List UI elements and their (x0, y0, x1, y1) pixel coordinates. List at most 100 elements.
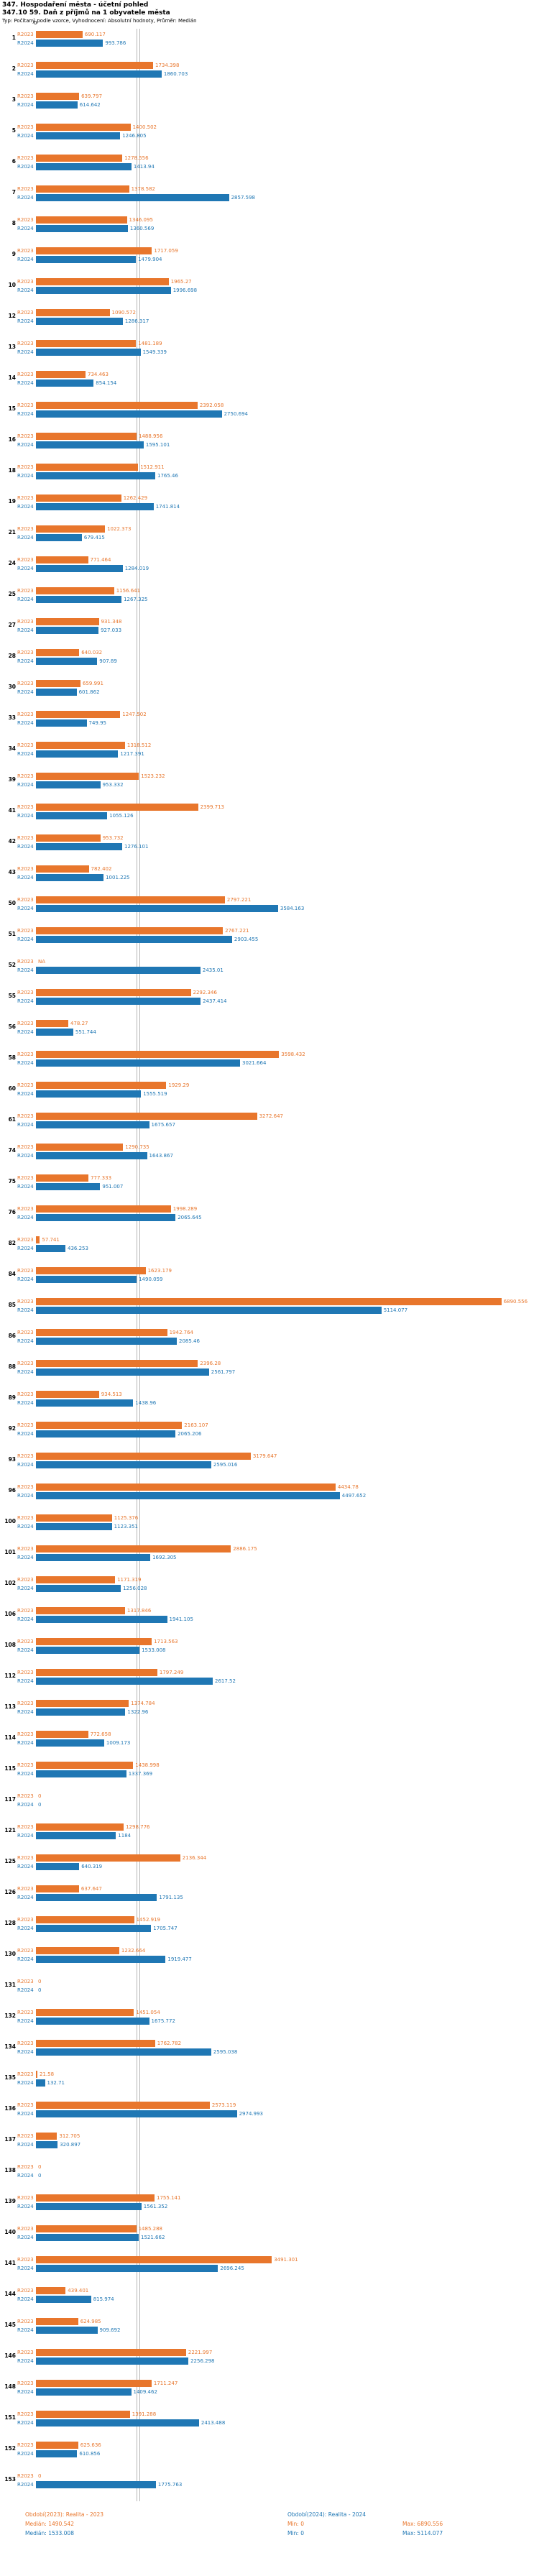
bar-line-2024: R2024 2617.52 (17, 1677, 539, 1685)
bar-value-2023: 777.333 (91, 1175, 112, 1181)
x-axis-zero-label: 0 (34, 20, 37, 26)
bar-2024 (36, 1276, 137, 1283)
bar-value-2024: 1409.462 (133, 2389, 157, 2395)
bar-value-2023: 1623.179 (147, 1268, 172, 1274)
bar-value-2023: 2886.175 (233, 1546, 257, 1552)
bar-line-2024: R2024 1479.904 (17, 255, 539, 264)
bar-line-2023: R2023 478.27 (17, 1019, 539, 1028)
row-number: 9 (11, 251, 16, 257)
bar-value-2023: 4434.78 (337, 1484, 359, 1490)
row-number: 8 (11, 220, 16, 226)
series-label-2024: R2024 (17, 627, 34, 633)
bar-line-2023: R2023 57.741 (17, 1236, 539, 1244)
bar-2023 (36, 278, 169, 285)
bar-line-2023: R2023 6890.556 (17, 1297, 539, 1306)
bar-line-2023: R2023 1488.956 (17, 432, 539, 441)
row-number: 19 (8, 498, 16, 505)
bar-value-2024: 320.897 (60, 2142, 81, 2148)
bar-2023 (36, 1360, 198, 1367)
bar-2024 (36, 70, 162, 78)
series-label-2024: R2024 (17, 2080, 34, 2086)
bar-line-2023: R2023 1711.247 (17, 2379, 539, 2388)
bar-value-2024: 909.692 (99, 2327, 121, 2333)
row-bars: R2023 1734.398 R2024 1860.703 (17, 60, 539, 91)
bar-line-2024: R2024 1322.96 (17, 1708, 539, 1716)
row-bars: R2023 0 R2024 0 (17, 1976, 539, 2007)
bar-value-2023: 934.513 (101, 1392, 122, 1397)
row-bars: R2023 782.402 R2024 1001.225 (17, 863, 539, 894)
bar-line-2024: R2024 1256.028 (17, 1584, 539, 1593)
bar-line-2024: R2024 909.692 (17, 2326, 539, 2334)
bar-2023 (36, 185, 129, 193)
bar-line-2024: R2024 436.253 (17, 1244, 539, 1253)
row-bars: R2023 6890.556 R2024 5114.077 (17, 1296, 539, 1327)
min-2024: Min: 0 (287, 2530, 304, 2536)
bar-value-2024: 1438.96 (135, 1400, 157, 1406)
row-number: 24 (8, 560, 16, 566)
series-label-2024: R2024 (17, 2173, 34, 2179)
row-number: 145 (4, 2322, 16, 2328)
chart-row: 24 R2023 771.464 R2024 1284.019 (0, 554, 539, 585)
row-number: 92 (8, 1425, 16, 1432)
series-label-2024: R2024 (17, 1029, 34, 1035)
bar-line-2024: R2024 1276.101 (17, 842, 539, 851)
bar-line-2023: R2023 3491.301 (17, 2255, 539, 2264)
bar-line-2024: R2024 2085.46 (17, 1337, 539, 1346)
max-2024: Max: 5114.077 (402, 2530, 443, 2536)
bar-line-2023: R2023 1346.095 (17, 216, 539, 224)
row-bars: R2023 1391.288 R2024 2413.488 (17, 2409, 539, 2439)
bar-value-2023: 1278.556 (124, 155, 149, 161)
bar-line-2023: R2023 1278.556 (17, 154, 539, 162)
chart-row: 153 R2023 0 R2024 1775.763 (0, 2470, 539, 2501)
bar-value-2023: 2767.221 (225, 928, 249, 934)
series-label-2023: R2023 (17, 1082, 34, 1088)
series-label-2024: R2024 (17, 1493, 34, 1499)
bar-2024 (36, 2450, 78, 2457)
bar-2024 (36, 194, 229, 201)
bar-value-2023: 1523.232 (141, 773, 165, 779)
bar-2024 (36, 1523, 112, 1530)
bar-value-2023: 953.732 (102, 835, 124, 841)
bar-line-2024: R2024 2595.016 (17, 1460, 539, 1469)
series-label-2024: R2024 (17, 1771, 34, 1777)
bar-line-2023: R2023 782.402 (17, 865, 539, 873)
bar-line-2024: R2024 4497.652 (17, 1491, 539, 1500)
bar-line-2024: R2024 854.154 (17, 379, 539, 387)
legend-2024: Období(2024): Realita - 2024 (287, 2511, 367, 2518)
chart-row: 121 R2023 1298.776 R2024 1184 (0, 1821, 539, 1852)
bar-value-2024: 1765.46 (157, 473, 178, 479)
bar-line-2024: R2024 1919.477 (17, 1955, 539, 1964)
row-number: 85 (8, 1302, 16, 1308)
series-label-2023: R2023 (17, 835, 34, 841)
series-label-2024: R2024 (17, 1122, 34, 1128)
series-label-2024: R2024 (17, 1678, 34, 1684)
series-label-2023: R2023 (17, 1855, 34, 1861)
chart-row: 39 R2023 1523.232 R2024 953.332 (0, 770, 539, 801)
bar-line-2023: R2023 1262.429 (17, 494, 539, 502)
chart-row: 34 R2023 1318.512 R2024 1217.391 (0, 740, 539, 770)
series-label-2023: R2023 (17, 402, 34, 408)
row-bars: R2023 478.27 R2024 551.744 (17, 1018, 539, 1049)
series-label-2024: R2024 (17, 1833, 34, 1839)
bar-line-2023: R2023 1713.563 (17, 1637, 539, 1646)
bar-line-2023: R2023 639.797 (17, 92, 539, 101)
bar-2023 (36, 1113, 257, 1120)
series-label-2024: R2024 (17, 1895, 34, 1900)
bar-value-2024: 0 (38, 1802, 42, 1808)
bar-2024 (36, 472, 155, 479)
row-number: 42 (8, 838, 16, 845)
bar-line-2023: R2023 1156.641 (17, 586, 539, 595)
bar-line-2023: R2023 1965.27 (17, 277, 539, 286)
series-label-2024: R2024 (17, 1864, 34, 1869)
series-label-2024: R2024 (17, 40, 34, 46)
series-label-2023: R2023 (17, 1392, 34, 1397)
bar-value-2023: 312.705 (59, 2133, 80, 2139)
bar-value-2024: 1675.657 (151, 1122, 175, 1128)
series-label-2023: R2023 (17, 804, 34, 810)
chart-row: 42 R2023 953.732 R2024 1276.101 (0, 832, 539, 863)
bar-line-2024: R2024 2065.206 (17, 1430, 539, 1438)
chart-row: 60 R2023 1929.29 R2024 1555.519 (0, 1080, 539, 1110)
series-label-2023: R2023 (17, 1577, 34, 1583)
row-bars: R2023 1797.249 R2024 2617.52 (17, 1667, 539, 1698)
bar-2023 (36, 124, 131, 131)
